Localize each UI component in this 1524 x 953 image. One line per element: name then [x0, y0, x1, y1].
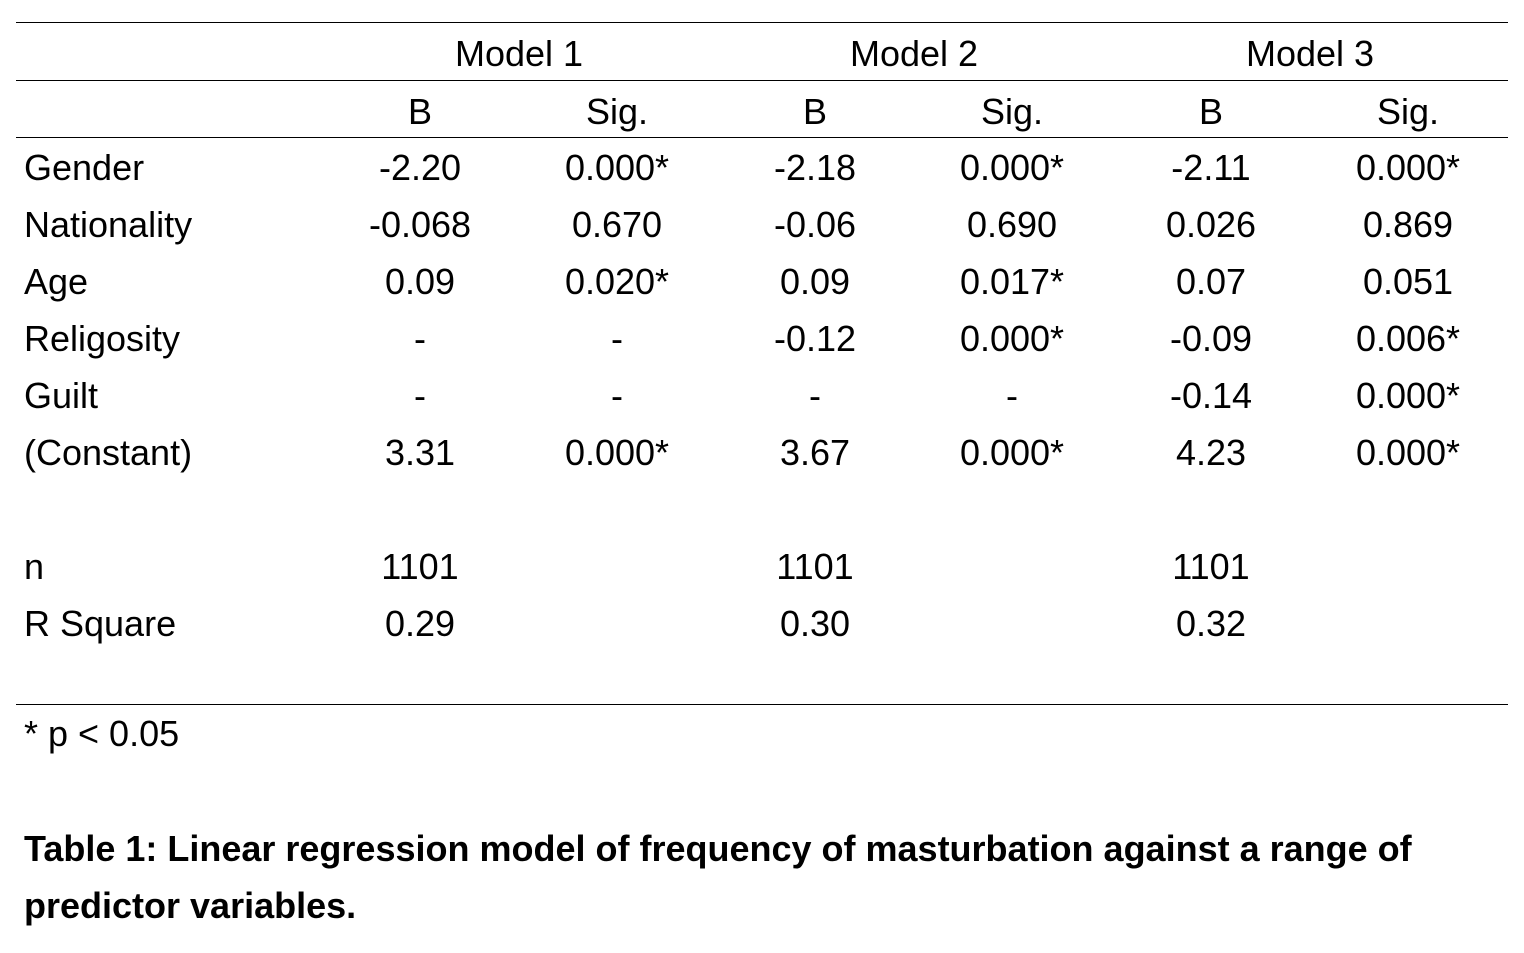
subheader-sig-model-1: Sig.: [585, 91, 649, 132]
age-b-model-1: 0.09: [384, 261, 456, 302]
n-model-3: 1101: [1172, 546, 1250, 587]
stat-label-r-square: R Square: [24, 603, 177, 644]
religosity-b-model-1: -: [414, 318, 426, 359]
table-bottom-rule: [16, 704, 1508, 705]
model-1-header: Model 1: [454, 33, 584, 74]
row-label-constant: (Constant): [24, 432, 193, 473]
row-label-nationality: Nationality: [24, 204, 193, 245]
constant-b-model-3: 4.23: [1175, 432, 1247, 473]
nationality-sig-model-2: 0.690: [966, 204, 1058, 245]
gender-b-model-3: -2.11: [1171, 147, 1251, 188]
religosity-b-model-3: -0.09: [1169, 318, 1253, 359]
significance-footnote: * p < 0.05: [24, 713, 180, 754]
gender-b-model-1: -2.20: [378, 147, 462, 188]
religosity-b-model-2: -0.12: [773, 318, 857, 359]
constant-b-model-1: 3.31: [384, 432, 456, 473]
constant-sig-model-2: 0.000*: [959, 432, 1065, 473]
guilt-sig-model-2: -: [1006, 375, 1018, 416]
age-b-model-3: 0.07: [1175, 261, 1247, 302]
religosity-sig-model-3: 0.006*: [1355, 318, 1461, 359]
nationality-sig-model-3: 0.869: [1362, 204, 1454, 245]
gender-sig-model-1: 0.000*: [564, 147, 670, 188]
age-sig-model-1: 0.020*: [564, 261, 670, 302]
guilt-b-model-2: -: [809, 375, 821, 416]
age-b-model-2: 0.09: [779, 261, 851, 302]
row-label-age: Age: [24, 261, 89, 302]
religosity-sig-model-2: 0.000*: [959, 318, 1065, 359]
guilt-sig-model-3: 0.000*: [1355, 375, 1461, 416]
subheader-b-model-3: B: [1198, 91, 1224, 132]
guilt-b-model-3: -0.14: [1169, 375, 1253, 416]
subheader-b-model-1: B: [407, 91, 433, 132]
subheader-b-model-2: B: [802, 91, 828, 132]
table-top-rule: [16, 22, 1508, 23]
n-model-1: 1101: [381, 546, 459, 587]
age-sig-model-3: 0.051: [1362, 261, 1454, 302]
row-label-gender: Gender: [24, 147, 145, 188]
nationality-b-model-3: 0.026: [1165, 204, 1257, 245]
model-3-header: Model 3: [1245, 33, 1375, 74]
row-label-guilt: Guilt: [24, 375, 99, 416]
r-square-model-2: 0.30: [779, 603, 851, 644]
n-model-2: 1101: [776, 546, 854, 587]
subheader-sig-model-3: Sig.: [1376, 91, 1440, 132]
nationality-b-model-2: -0.06: [773, 204, 857, 245]
nationality-b-model-1: -0.068: [368, 204, 472, 245]
constant-sig-model-3: 0.000*: [1355, 432, 1461, 473]
gender-sig-model-2: 0.000*: [959, 147, 1065, 188]
model-header-rule: [16, 80, 1508, 81]
constant-sig-model-1: 0.000*: [564, 432, 670, 473]
guilt-sig-model-1: -: [611, 375, 623, 416]
subheader-rule: [16, 137, 1508, 138]
model-2-header: Model 2: [849, 33, 979, 74]
row-label-religosity: Religosity: [24, 318, 181, 359]
r-square-model-1: 0.29: [384, 603, 456, 644]
guilt-b-model-1: -: [414, 375, 426, 416]
r-square-model-3: 0.32: [1175, 603, 1247, 644]
gender-sig-model-3: 0.000*: [1355, 147, 1461, 188]
religosity-sig-model-1: -: [611, 318, 623, 359]
stat-label-n: n: [24, 546, 45, 587]
age-sig-model-2: 0.017*: [959, 261, 1065, 302]
gender-b-model-2: -2.18: [773, 147, 857, 188]
subheader-sig-model-2: Sig.: [980, 91, 1044, 132]
constant-b-model-2: 3.67: [779, 432, 851, 473]
nationality-sig-model-1: 0.670: [571, 204, 663, 245]
table-caption: Table 1: Linear regression model of freq…: [24, 828, 1412, 926]
